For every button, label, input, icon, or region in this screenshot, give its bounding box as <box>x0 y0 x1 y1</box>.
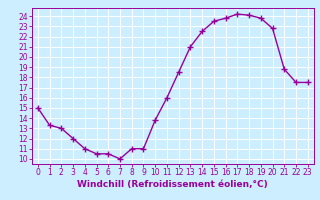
X-axis label: Windchill (Refroidissement éolien,°C): Windchill (Refroidissement éolien,°C) <box>77 180 268 189</box>
